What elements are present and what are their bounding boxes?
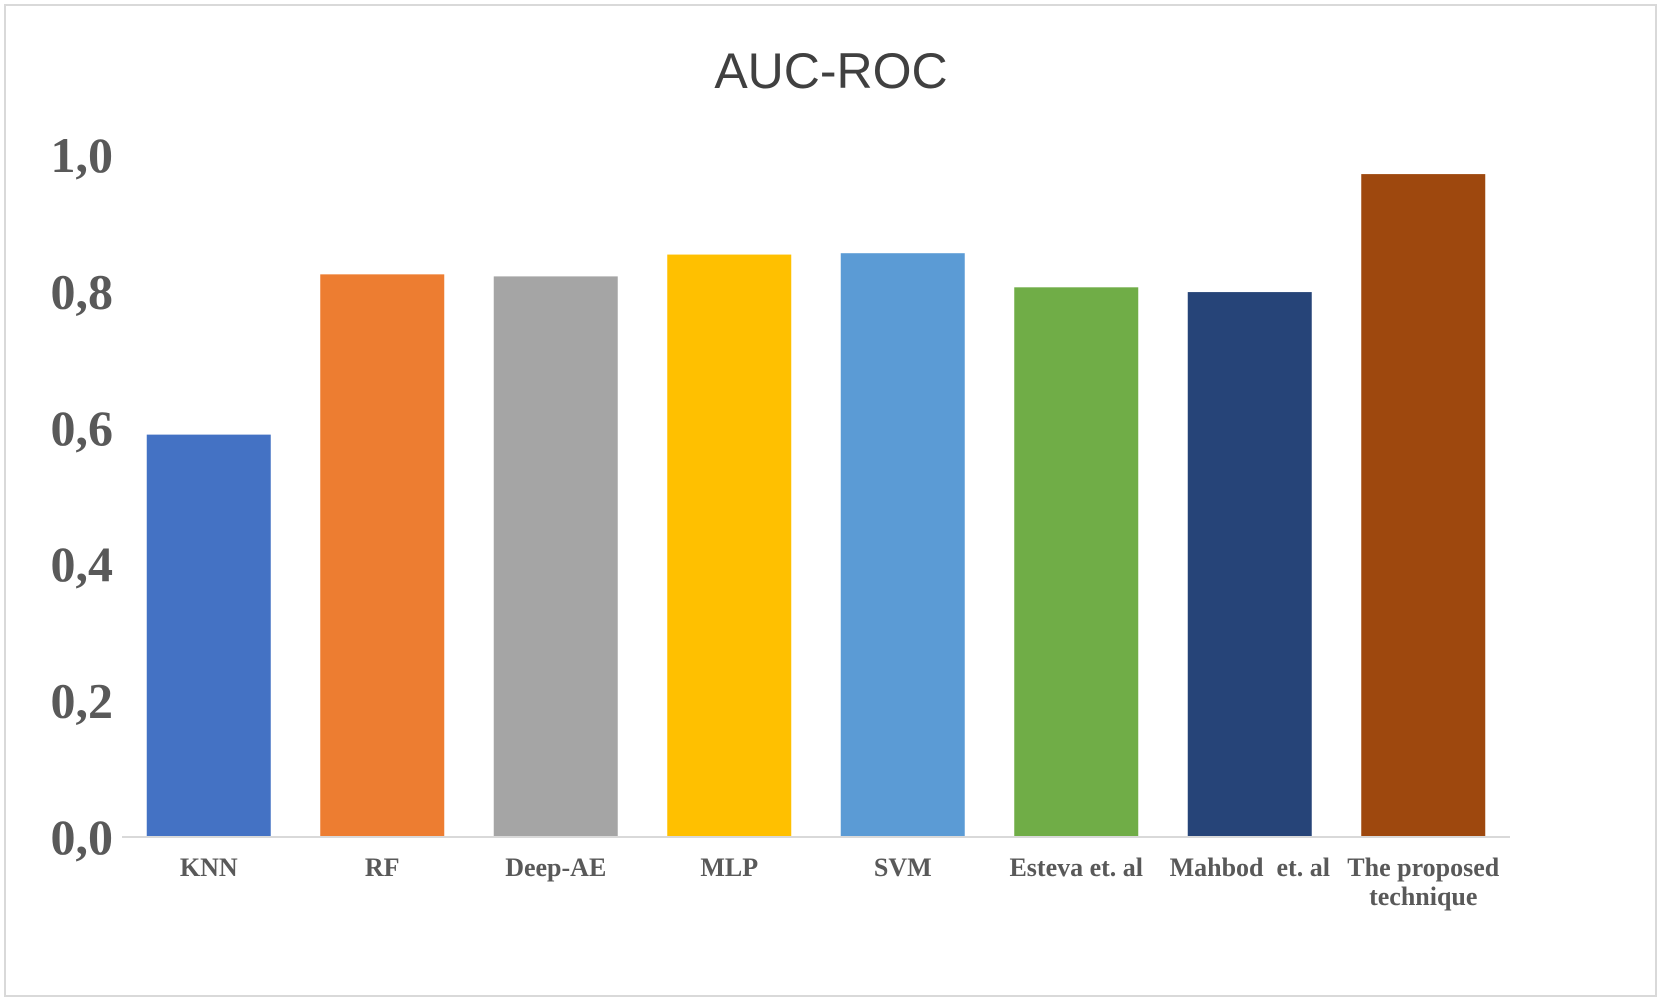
chart-title: AUC-ROC [714, 43, 947, 99]
y-tick-label: 0,8 [51, 263, 114, 319]
y-tick-label: 0,6 [51, 400, 114, 456]
x-tick-label: Deep-AE [505, 853, 606, 882]
bar-the-proposed-technique [1361, 174, 1486, 837]
bars [146, 174, 1486, 838]
x-tick-label: Esteva et. al [1009, 853, 1143, 882]
x-tick-label: The proposed technique [1347, 853, 1499, 911]
x-tick-label: SVM [874, 853, 932, 882]
y-tick-label: 0,0 [51, 809, 114, 865]
bar-svm [840, 253, 965, 837]
y-axis-ticks: 0,0 0,2 0,4 0,6 0,8 1,0 [51, 127, 114, 865]
bar-deep-ae [493, 276, 618, 837]
bar-mahbod-et-al [1187, 292, 1312, 837]
x-tick-label: RF [365, 853, 400, 882]
y-tick-label: 0,4 [51, 536, 114, 592]
x-tick-label: KNN [180, 853, 238, 882]
y-tick-label: 0,2 [51, 673, 114, 729]
bar-esteva-et-al [1014, 287, 1139, 838]
y-tick-label: 1,0 [51, 127, 114, 183]
x-tick-label: Mahbod et. al [1170, 853, 1330, 882]
bar-mlp [667, 254, 792, 837]
x-axis-ticks: KNN RF Deep-AE MLP SVM Esteva et. al Mahbod et… [180, 853, 1500, 911]
bar-knn [146, 434, 271, 837]
bar-rf [320, 274, 445, 838]
x-tick-label: MLP [700, 853, 758, 882]
